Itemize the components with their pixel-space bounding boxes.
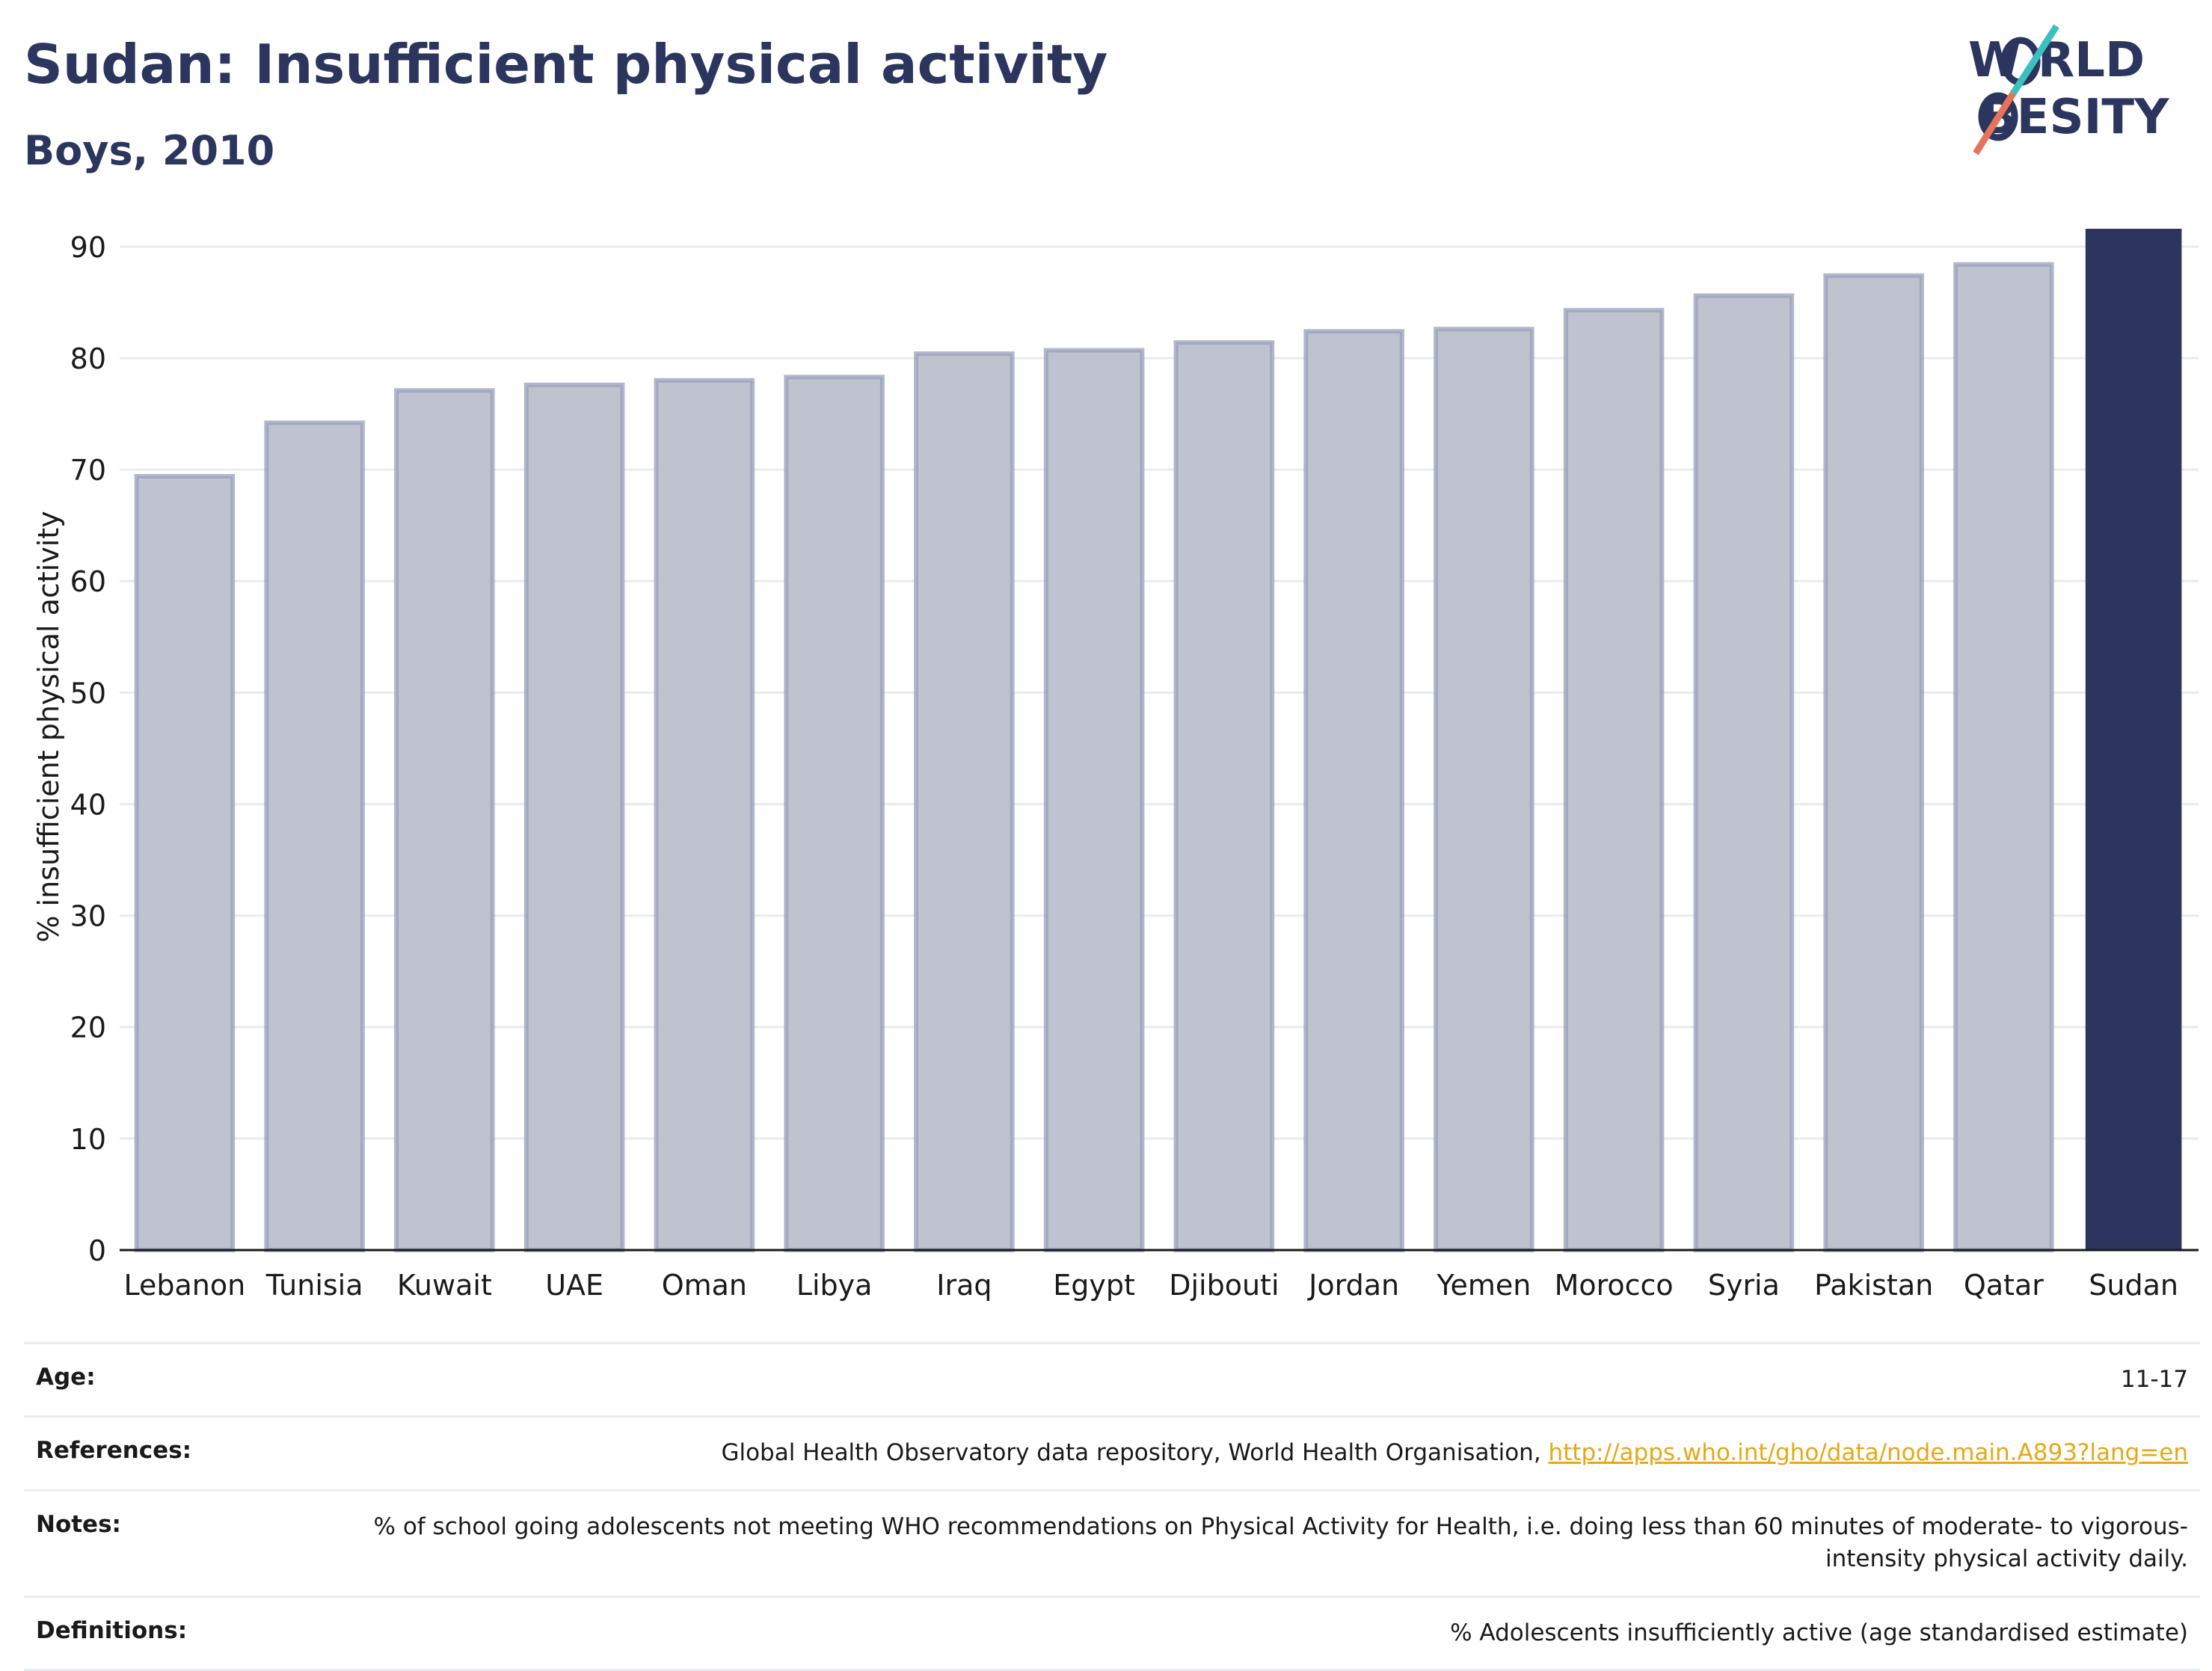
axes: 0 10 20 30 40 50 60 70 80 90 Lebanon Tunisia Kuwait U… xyxy=(70,231,2199,1302)
bar-oman xyxy=(654,378,755,1253)
y-tick-label: 50 xyxy=(70,677,106,710)
bar-jordan xyxy=(1303,329,1404,1253)
meta-value: % of school going adolescents not meetin… xyxy=(373,1512,2188,1573)
bars xyxy=(134,228,2182,1253)
bar-pakistan xyxy=(1823,273,1924,1253)
meta-value: % Adolescents insufficiently active (age… xyxy=(1450,1619,2188,1646)
meta-label: Definitions: xyxy=(36,1616,188,1644)
meta-value: Global Health Observatory data repositor… xyxy=(721,1437,2188,1469)
logo-slash-bottom xyxy=(1973,91,2016,156)
x-tick-label: Djibouti xyxy=(1169,1269,1279,1302)
logo-o-bottom xyxy=(1978,92,2018,141)
x-tick-label: Yemen xyxy=(1436,1269,1531,1302)
world-obesity-logo: W RLD BESITY xyxy=(1968,24,2169,156)
x-tick-label: Jordan xyxy=(1307,1269,1399,1302)
y-tick-label: 40 xyxy=(70,788,106,821)
bar-lebanon xyxy=(134,474,236,1252)
references-text: Global Health Observatory data repositor… xyxy=(721,1439,1549,1467)
x-tick-label: Libya xyxy=(796,1269,873,1302)
bar-morocco xyxy=(1563,307,1665,1252)
x-tick-label: Qatar xyxy=(1964,1269,2044,1302)
x-tick-label: Iraq xyxy=(936,1269,992,1302)
y-tick-label: 20 xyxy=(70,1012,106,1044)
x-tick-label: Morocco xyxy=(1555,1269,1674,1302)
meta-row-notes: Notes: % of school going adolescents not… xyxy=(24,1489,2200,1595)
y-tick-label: 30 xyxy=(70,900,106,933)
y-tick-label: 60 xyxy=(70,565,106,598)
x-tick-label: Sudan xyxy=(2089,1269,2178,1302)
bar-tunisia xyxy=(264,420,365,1252)
meta-row-references: References: Global Health Observatory da… xyxy=(24,1415,2200,1489)
meta-label: References: xyxy=(36,1437,192,1465)
meta-label: Age: xyxy=(36,1364,96,1391)
x-tick-label: Lebanon xyxy=(124,1269,246,1302)
y-tick-label: 70 xyxy=(70,454,106,487)
meta-row-definitions: Definitions: % Adolescents insufficientl… xyxy=(24,1595,2200,1671)
bar-egypt xyxy=(1043,348,1145,1253)
bar-libya xyxy=(784,375,885,1252)
x-tick-label: UAE xyxy=(545,1269,603,1302)
bar-sudan xyxy=(2085,228,2182,1250)
bar-chart: 0 10 20 30 40 50 60 70 80 90 Lebanon Tunisia Kuwait U… xyxy=(32,228,2199,1302)
x-tick-label: Tunisia xyxy=(265,1269,363,1302)
y-tick-label: 90 xyxy=(70,231,106,264)
page-title: Sudan: Insufficient physical activity xyxy=(24,33,1108,96)
bar-iraq xyxy=(914,351,1015,1252)
logo-slash-top xyxy=(2010,24,2059,96)
x-tick-label: Egypt xyxy=(1053,1269,1135,1302)
page-subtitle: Boys, 2010 xyxy=(24,127,275,174)
reference-link[interactable]: http://apps.who.int/gho/data/node.main.A… xyxy=(1548,1439,2188,1467)
bar-yemen xyxy=(1434,327,1534,1252)
y-tick-label: 0 xyxy=(88,1234,106,1267)
x-tick-label: Oman xyxy=(662,1269,747,1302)
meta-table: Age: 11-17 References: Global Health Obs… xyxy=(24,1342,2200,1671)
meta-label: Notes: xyxy=(36,1510,121,1538)
logo-line-1: W RLD xyxy=(1968,33,2145,88)
bar-kuwait xyxy=(394,388,495,1252)
bar-syria xyxy=(1693,293,1795,1252)
bar-uae xyxy=(523,382,625,1252)
y-tick-label: 10 xyxy=(70,1123,106,1156)
y-tick-label: 80 xyxy=(70,342,106,375)
y-axis-label: % insufficient physical activity xyxy=(32,511,65,942)
bar-qatar xyxy=(1953,262,2054,1252)
meta-row-age: Age: 11-17 xyxy=(24,1342,2200,1415)
meta-value: 11-17 xyxy=(2120,1366,2188,1393)
x-tick-label: Syria xyxy=(1708,1269,1780,1302)
x-tick-label: Kuwait xyxy=(397,1269,492,1302)
x-tick-label: Pakistan xyxy=(1814,1269,1933,1302)
bar-djibouti xyxy=(1173,340,1275,1252)
